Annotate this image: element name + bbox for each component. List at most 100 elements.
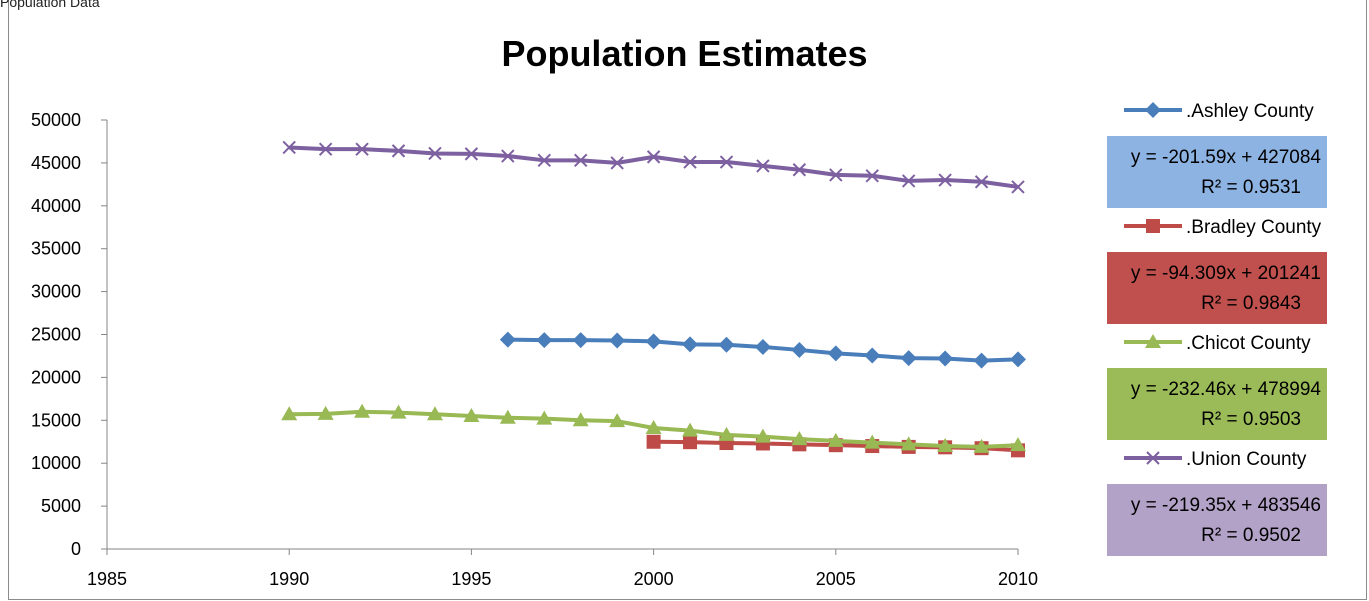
data-point xyxy=(973,352,990,369)
data-point xyxy=(355,142,369,156)
data-point xyxy=(536,410,553,425)
data-point xyxy=(900,350,917,367)
data-point xyxy=(609,413,626,428)
series-ashley xyxy=(499,331,1026,369)
x-tick-label: 2000 xyxy=(634,569,674,589)
x-tick-label: 2005 xyxy=(816,569,856,589)
data-point xyxy=(792,163,807,177)
legend-label: .Union County xyxy=(1186,449,1307,470)
data-point xyxy=(864,434,881,449)
y-tick-label: 5000 xyxy=(41,496,81,516)
data-point xyxy=(499,409,516,424)
trendline-equation-text: y = -232.46x + 478994 xyxy=(1131,379,1322,400)
y-tick-label: 20000 xyxy=(31,367,81,387)
data-point xyxy=(791,431,808,446)
data-point xyxy=(317,405,334,420)
y-tick-label: 35000 xyxy=(31,239,81,259)
data-point xyxy=(900,436,917,451)
data-point xyxy=(973,438,990,453)
data-point xyxy=(683,435,698,450)
data-point xyxy=(1010,437,1026,452)
legend-entry-ashley: .Ashley County xyxy=(1124,101,1314,122)
trendline-r2-text: R² = 0.9503 xyxy=(1201,409,1301,430)
data-point xyxy=(864,347,881,364)
data-point xyxy=(464,147,479,161)
data-point xyxy=(354,403,371,418)
x-tick-label: 2010 xyxy=(998,569,1038,589)
data-point xyxy=(901,174,916,188)
data-point xyxy=(718,426,735,441)
data-point xyxy=(536,332,553,349)
data-point xyxy=(754,428,771,443)
data-point xyxy=(572,332,589,349)
data-point xyxy=(1010,351,1026,368)
legend-swatch-marker xyxy=(1146,219,1160,233)
data-point xyxy=(572,412,589,427)
trendline-equation-ashley: y = -201.59x + 427084 R² = 0.9531 xyxy=(1107,136,1327,208)
data-point xyxy=(865,169,879,183)
legend-label: .Chicot County xyxy=(1186,333,1311,354)
legend-label: .Bradley County xyxy=(1186,217,1322,238)
data-point xyxy=(645,420,662,435)
y-tick-label: 40000 xyxy=(31,196,81,216)
x-tick-label: 1990 xyxy=(269,569,309,589)
legend-swatch-marker xyxy=(1145,334,1161,348)
data-point xyxy=(537,153,551,168)
data-point xyxy=(937,438,954,453)
data-point xyxy=(829,168,843,182)
legend-label: .Ashley County xyxy=(1186,101,1314,122)
trendline-equation-text: y = -94.309x + 201241 xyxy=(1131,263,1321,284)
data-point xyxy=(682,422,699,437)
y-tick-label: 45000 xyxy=(31,153,81,173)
trendline-equation-text: y = -201.59x + 427084 xyxy=(1131,147,1322,168)
trendline-equation-bradley: y = -94.309x + 201241 R² = 0.9843 xyxy=(1107,252,1327,324)
y-tick-label: 15000 xyxy=(31,410,81,430)
trendline-equation-union: y = -219.35x + 483546 R² = 0.9502 xyxy=(1107,484,1327,556)
data-point xyxy=(463,408,480,423)
trendline-equation-chicot: y = -232.46x + 478994 R² = 0.9503 xyxy=(1107,368,1327,440)
data-point xyxy=(754,338,771,355)
data-point xyxy=(426,406,443,421)
y-tick-label: 10000 xyxy=(31,453,81,473)
data-point xyxy=(574,153,588,168)
data-point xyxy=(646,434,661,449)
data-point xyxy=(282,140,296,155)
top-cropped-text: Population Data xyxy=(0,0,100,10)
legend-entry-union: .Union County xyxy=(1124,449,1307,470)
series-chicot xyxy=(281,403,1026,453)
data-point xyxy=(318,142,333,156)
trendline-box xyxy=(1107,368,1327,440)
trendline-equation-text: y = -219.35x + 483546 xyxy=(1131,495,1321,516)
data-point xyxy=(281,406,298,421)
data-point xyxy=(756,159,770,173)
y-tick-label: 25000 xyxy=(31,325,81,345)
data-point xyxy=(827,432,844,447)
y-tick-label: 30000 xyxy=(31,282,81,302)
trendline-r2-text: R² = 0.9531 xyxy=(1201,177,1301,198)
data-point xyxy=(791,341,808,358)
legend-entry-chicot: .Chicot County xyxy=(1124,333,1311,354)
data-point xyxy=(937,350,954,367)
series-union xyxy=(282,140,1025,194)
y-tick-label: 50000 xyxy=(31,110,81,130)
trendline-box xyxy=(1107,136,1327,208)
data-point xyxy=(501,149,515,163)
data-point xyxy=(609,332,626,349)
trendline-box xyxy=(1107,484,1327,556)
data-point xyxy=(827,345,844,362)
data-point xyxy=(499,331,516,348)
trendline-r2-text: R² = 0.9502 xyxy=(1201,525,1301,546)
data-point xyxy=(683,155,697,169)
data-point xyxy=(682,336,699,353)
data-point xyxy=(390,404,407,419)
legend-entry-bradley: .Bradley County xyxy=(1124,217,1322,238)
x-tick-label: 1995 xyxy=(451,569,491,589)
legend-swatch-marker xyxy=(1145,102,1161,118)
data-point xyxy=(428,146,442,161)
data-point xyxy=(646,150,661,164)
trendline-box xyxy=(1107,252,1327,324)
legend-swatch-marker xyxy=(1146,451,1160,465)
data-point xyxy=(938,173,952,187)
data-point xyxy=(719,155,734,169)
